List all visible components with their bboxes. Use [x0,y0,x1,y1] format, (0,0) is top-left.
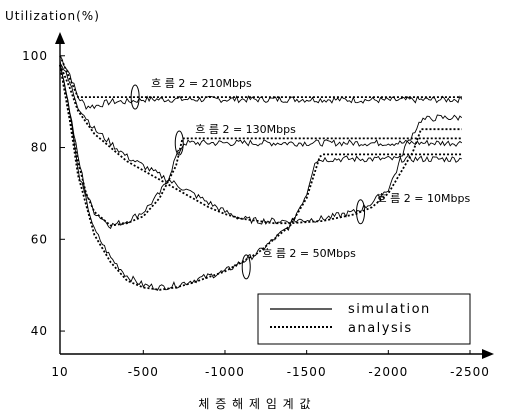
x-tick-label: -2000 [368,365,408,379]
x-tick-label: 10 [51,365,68,379]
legend: simulation analysis [257,293,471,345]
analysis-line [59,64,462,227]
annotation-marker [174,130,184,156]
annotation-label: 흐 름 2 = 50Mbps [262,247,356,260]
axes [55,32,494,359]
simulation-line [59,55,463,110]
series-layer [59,55,463,291]
y-tick-label: 40 [31,324,48,338]
y-tick-label: 100 [22,49,48,63]
x-tick-label: -1500 [287,365,327,379]
legend-label-simulation: simulation [348,302,431,317]
x-tick-label: -500 [128,365,159,379]
legend-label-analysis: analysis [348,321,413,336]
y-tick-label: 60 [31,232,48,246]
annotation-marker [130,84,140,110]
simulation-line [59,60,463,230]
simulation-line [59,61,462,291]
y-axis-title: Utilization(%) [5,9,100,23]
legend-box [257,293,471,345]
x-tick-label: -2500 [450,365,490,379]
annotation-label: 흐 름 2 = 130Mbps [195,123,296,136]
x-axis-arrow [482,349,494,359]
analysis-line [59,55,462,98]
annotation-marker [356,199,366,225]
analysis-line [59,64,462,225]
tick-labels: 40 60 80 100 10 -500 -1000 -1500 -2000 -2500 [22,49,490,379]
annotation-label: 흐 름 2 = 210Mbps [151,77,252,90]
analysis-line [59,64,462,291]
simulation-line [59,62,463,225]
y-axis-arrow [55,32,65,44]
annotation-marker [241,254,251,280]
y-tick-label: 80 [31,141,48,155]
annotation-layer: 흐 름 2 = 210Mbps 흐 름 2 = 130Mbps 흐 름 2 = 10… [130,77,471,280]
annotation-label: 흐 름 2 = 10Mbps [377,192,471,205]
x-axis-title: 체 증 해 제 임 계 값 [198,397,311,411]
x-tick-label: -1000 [205,365,245,379]
